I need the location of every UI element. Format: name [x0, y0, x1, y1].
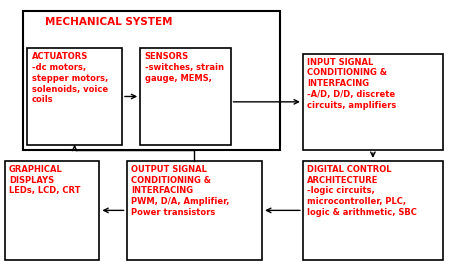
Bar: [140, 48, 230, 145]
Text: OUTPUT SIGNAL
CONDITIONING &
INTERFACING
PWM, D/A, Amplifier,
Power transistors: OUTPUT SIGNAL CONDITIONING & INTERFACING…: [131, 165, 229, 217]
Text: INPUT SIGNAL
CONDITIONING &
INTERFACING
-A/D, D/D, discrete
circuits, amplifiers: INPUT SIGNAL CONDITIONING & INTERFACING …: [307, 58, 396, 110]
Bar: [302, 161, 442, 260]
Bar: [126, 161, 262, 260]
Text: SENSORS
-switches, strain
gauge, MEMS,: SENSORS -switches, strain gauge, MEMS,: [144, 52, 223, 83]
Text: DIGITAL CONTROL
ARCHITECTURE
-logic circuits,
microcontroller, PLC,
logic & arit: DIGITAL CONTROL ARCHITECTURE -logic circ…: [307, 165, 416, 217]
Text: MECHANICAL SYSTEM: MECHANICAL SYSTEM: [45, 17, 172, 27]
Bar: [302, 54, 442, 150]
Bar: [27, 48, 122, 145]
Bar: [5, 161, 99, 260]
Bar: [23, 11, 280, 150]
Text: ACTUATORS
-dc motors,
stepper motors,
solenoids, voice
coils: ACTUATORS -dc motors, stepper motors, so…: [32, 52, 108, 104]
Text: GRAPHICAL
DISPLAYS
LEDs, LCD, CRT: GRAPHICAL DISPLAYS LEDs, LCD, CRT: [9, 165, 80, 195]
